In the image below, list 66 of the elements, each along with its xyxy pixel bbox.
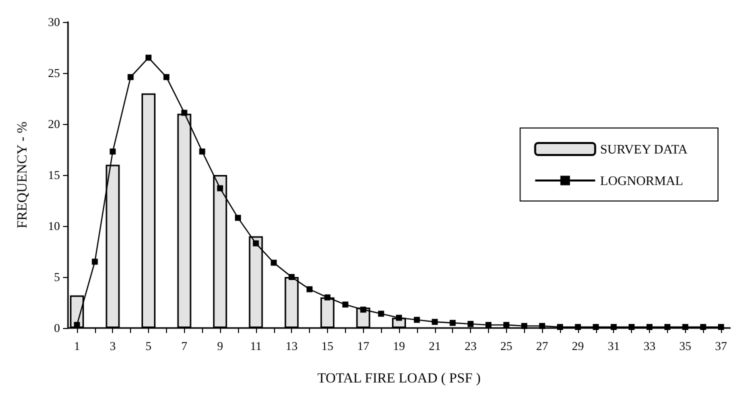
y-tick-label: 10: [48, 219, 60, 233]
legend-label: LOGNORMAL: [600, 173, 684, 188]
point: [628, 324, 635, 330]
x-tick-label: 17: [357, 339, 370, 353]
point: [414, 316, 420, 323]
x-tick-label: 9: [217, 339, 224, 353]
point: [592, 324, 599, 330]
point: [432, 318, 438, 325]
point: [360, 306, 366, 313]
y-tick-label: 5: [54, 270, 60, 284]
legend-label: SURVEY DATA: [600, 142, 688, 156]
point: [234, 214, 241, 221]
point: [342, 302, 348, 308]
point: [718, 324, 724, 330]
point: [682, 324, 688, 330]
x-tick-label: 3: [110, 339, 116, 353]
x-tick-label: 37: [715, 339, 728, 353]
point: [181, 110, 188, 116]
point: [92, 258, 98, 265]
point: [163, 74, 170, 80]
point: [539, 322, 546, 329]
x-axis-title: TOTAL FIRE LOAD ( PSF ): [317, 372, 482, 386]
point: [610, 324, 617, 330]
point: [503, 322, 510, 328]
point: [521, 322, 528, 329]
point: [146, 54, 152, 61]
y-tick-label: 0: [54, 321, 60, 335]
point: [128, 74, 134, 80]
point: [110, 148, 116, 155]
point: [378, 310, 384, 317]
point: [664, 324, 670, 330]
point: [270, 260, 277, 266]
point: [700, 324, 706, 330]
point: [217, 185, 224, 192]
point: [468, 320, 474, 327]
x-tick-label: 29: [572, 339, 584, 353]
x-tick-label: 13: [286, 339, 298, 353]
y-tick-label: 20: [48, 117, 60, 131]
x-tick-label: 35: [679, 339, 692, 353]
x-tick-label: 31: [608, 339, 620, 353]
x-tick-label: 27: [536, 339, 548, 353]
y-tick-label: 25: [48, 66, 60, 80]
x-tick-label: 25: [500, 339, 512, 353]
x-tick-label: 19: [393, 339, 405, 353]
point: [557, 324, 564, 330]
point: [306, 286, 313, 292]
point: [252, 240, 259, 246]
x-tick-label: 21: [428, 339, 441, 353]
x-tick-label: 23: [464, 339, 477, 353]
x-tick-label: 33: [643, 339, 656, 353]
y-tick-label: 15: [48, 168, 60, 182]
point: [646, 324, 652, 330]
point: [199, 148, 206, 155]
y-axis-title: FREQUENCY - %: [16, 121, 30, 228]
point: [324, 294, 330, 300]
x-tick-label: 11: [250, 339, 262, 353]
point: [574, 324, 581, 330]
point: [288, 274, 295, 280]
x-tick-label: 7: [181, 339, 188, 353]
point: [450, 320, 456, 326]
x-tick-label: 1: [74, 339, 80, 353]
y-tick-label: 30: [48, 15, 60, 29]
x-tick-label: 5: [146, 339, 152, 353]
point: [485, 322, 492, 328]
x-tick-label: 15: [321, 339, 334, 353]
point: [396, 314, 402, 321]
